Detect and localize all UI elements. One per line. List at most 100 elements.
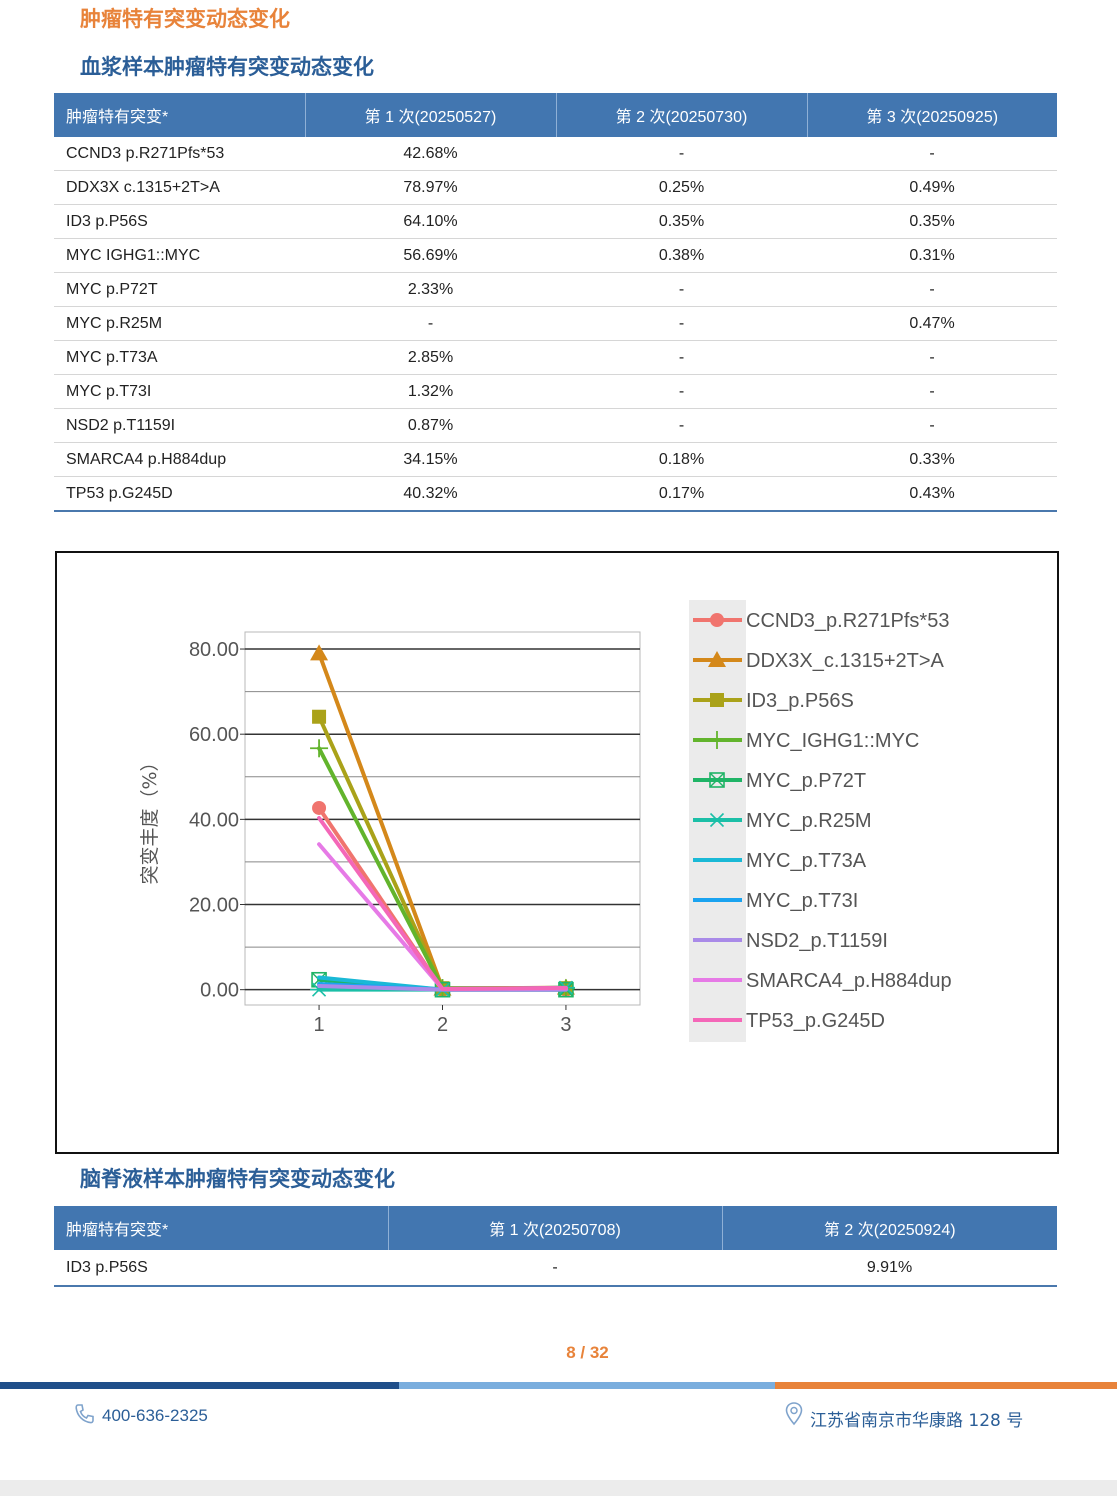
table-row: MYC p.T73I 1.32% - - (54, 374, 1057, 409)
mutation-name-cell: MYC IGHG1::MYC (54, 238, 305, 273)
mutation-value-cell: 0.47% (807, 306, 1057, 341)
plasma-section-title: 血浆样本肿瘤特有突变动态变化 (80, 55, 374, 79)
table-row: ID3 p.P56S 64.10% 0.35% 0.35% (54, 204, 1057, 239)
column-header: 肿瘤特有突变* (54, 93, 306, 137)
column-header: 肿瘤特有突变* (54, 1206, 389, 1250)
legend-label: NSD2_p.T1159I (746, 930, 888, 952)
table-header-row: 肿瘤特有突变* 第 1 次(20250527) 第 2 次(20250730) 第 3… (54, 93, 1057, 137)
phone-icon (74, 1403, 94, 1429)
mutation-value-cell: 34.15% (305, 442, 556, 477)
mutation-name-cell: MYC p.T73I (54, 374, 305, 409)
bottom-strip (0, 1480, 1117, 1496)
table-row: DDX3X c.1315+2T>A 78.97% 0.25% 0.49% (54, 170, 1057, 205)
mutation-value-cell: - (556, 272, 807, 307)
column-header: 第 1 次(20250708) (388, 1206, 723, 1250)
mutation-value-cell: 0.31% (807, 238, 1057, 273)
mutation-value-cell: 0.25% (556, 170, 807, 205)
mutation-value-cell: 78.97% (305, 170, 556, 205)
mutation-value-cell: - (807, 272, 1057, 307)
plasma-mutation-table: 肿瘤特有突变* 第 1 次(20250527) 第 2 次(20250730) 第 3… (54, 93, 1057, 512)
table-row: MYC IGHG1::MYC 56.69% 0.38% 0.31% (54, 238, 1057, 273)
mutation-value-cell: - (556, 408, 807, 443)
mutation-value-cell: - (556, 137, 807, 171)
mutation-value-cell: 40.32% (305, 476, 556, 512)
csf-section-title: 脑脊液样本肿瘤特有突变动态变化 (80, 1167, 395, 1191)
x-tick-label: 2 (437, 1014, 448, 1036)
column-header: 第 2 次(20250924) (722, 1206, 1057, 1250)
mutation-name-cell: ID3 p.P56S (54, 204, 305, 239)
legend-item: MYC_p.P72T (693, 770, 866, 792)
mutation-value-cell: 0.35% (807, 204, 1057, 239)
legend-label: MYC_p.T73A (746, 850, 867, 872)
legend-key-marker (708, 651, 726, 667)
data-point (310, 644, 329, 661)
table-row: ID3 p.P56S -9.91% (54, 1250, 1057, 1287)
mutation-value-cell: 42.68% (305, 137, 556, 171)
mutation-value-cell: 9.91% (722, 1250, 1057, 1287)
y-tick-label: 0.00 (200, 980, 239, 1002)
mutation-value-cell: - (807, 374, 1057, 409)
legend-item: DDX3X_c.1315+2T>A (693, 650, 945, 672)
mutation-value-cell: 0.33% (807, 442, 1057, 477)
legend-item: NSD2_p.T1159I (693, 930, 888, 952)
footer-address: 江苏省南京市华康路 128 号 (810, 1411, 1024, 1431)
x-tick-label: 3 (560, 1014, 571, 1036)
footer-bar-orange (775, 1382, 1117, 1389)
mutation-value-cell: - (807, 137, 1057, 171)
csf-mutation-table: 肿瘤特有突变* 第 1 次(20250708) 第 2 次(20250924) ID… (54, 1206, 1057, 1287)
page-number: 8 / 32 (566, 1343, 609, 1362)
legend-item: MYC_p.R25M (693, 810, 872, 832)
y-tick-label: 20.00 (189, 895, 239, 917)
y-axis-label: 突变丰度（%） (139, 752, 161, 884)
legend-label: TP53_p.G245D (746, 1010, 885, 1032)
table-row: NSD2 p.T1159I 0.87% - - (54, 408, 1057, 443)
mutation-value-cell: - (556, 374, 807, 409)
y-tick-label: 60.00 (189, 724, 239, 746)
table-row: SMARCA4 p.H884dup 34.15% 0.18% 0.33% (54, 442, 1057, 477)
data-point (310, 739, 329, 758)
mutation-value-cell: 0.49% (807, 170, 1057, 205)
footer-bar-dark (0, 1382, 399, 1389)
legend-item: CCND3_p.R271Pfs*53 (693, 610, 949, 632)
y-tick-label: 80.00 (189, 639, 239, 661)
legend-item: SMARCA4_p.H884dup (693, 970, 952, 992)
mutation-value-cell: 56.69% (305, 238, 556, 273)
mutation-value-cell: 2.33% (305, 272, 556, 307)
mutation-name-cell: MYC p.T73A (54, 340, 305, 375)
mutation-value-cell: 0.18% (556, 442, 807, 477)
column-header: 第 3 次(20250925) (807, 93, 1057, 137)
mutation-value-cell: 0.38% (556, 238, 807, 273)
mutation-value-cell: - (388, 1250, 722, 1287)
legend-label: SMARCA4_p.H884dup (746, 970, 952, 992)
mutation-name-cell: MYC p.R25M (54, 306, 305, 341)
mutation-value-cell: - (556, 306, 807, 341)
footer-bar-light (399, 1382, 775, 1389)
mutation-name-cell: CCND3 p.R271Pfs*53 (54, 137, 305, 171)
mutation-value-cell: 0.43% (807, 476, 1057, 512)
mutation-name-cell: DDX3X c.1315+2T>A (54, 170, 305, 205)
mutation-value-cell: 2.85% (305, 340, 556, 375)
mutation-value-cell: 0.87% (305, 408, 556, 443)
legend-key-marker (710, 613, 724, 627)
mutation-name-cell: ID3 p.P56S (54, 1250, 388, 1287)
location-pin-icon (784, 1401, 804, 1431)
footer-phone: 400-636-2325 (102, 1406, 208, 1425)
legend-key-marker (708, 812, 726, 828)
legend-label: MYC_IGHG1::MYC (746, 730, 919, 752)
table-row: MYC p.T73A 2.85% - - (54, 340, 1057, 375)
table-row: MYC p.R25M - -0.47% (54, 306, 1057, 341)
legend-item: MYC_p.T73A (693, 850, 867, 872)
mutation-value-cell: - (807, 340, 1057, 375)
legend-label: MYC_p.R25M (746, 810, 872, 832)
mutation-name-cell: MYC p.P72T (54, 272, 305, 307)
chart-frame: 0.00 20.00 40.00 60.00 80.00 1 2 3 突变丰度（%） CCND3… (55, 551, 1059, 1154)
y-tick-label: 40.00 (189, 809, 239, 831)
legend-item: MYC_p.T73I (693, 890, 858, 912)
mutation-name-cell: TP53 p.G245D (54, 476, 305, 512)
table-row: TP53 p.G245D 40.32% 0.17% 0.43% (54, 476, 1057, 512)
mutation-value-cell: 1.32% (305, 374, 556, 409)
legend-label: MYC_p.P72T (746, 770, 866, 792)
mutation-value-cell: - (807, 408, 1057, 443)
plot-panel (244, 631, 641, 1006)
legend-label: MYC_p.T73I (746, 890, 858, 912)
